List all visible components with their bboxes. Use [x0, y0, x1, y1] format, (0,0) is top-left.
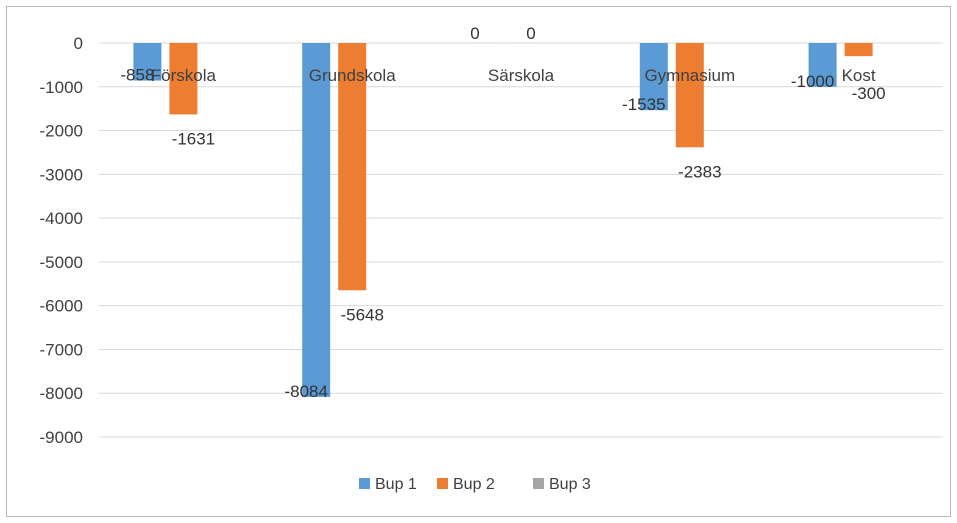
legend: Bup 1 Bup 2 Bup 3 [359, 476, 591, 493]
legend-swatch-bup-2 [437, 478, 448, 489]
y-tick-label: -9000 [40, 428, 83, 447]
bar-bup-1-kost [808, 43, 837, 87]
y-tick-label: -5000 [40, 253, 83, 272]
category-labels: Förskola Grundskola Särskola Gymnasium Kost [151, 66, 876, 85]
gridlines [99, 42, 943, 438]
data-label-bup-2-forskola: -1631 [172, 129, 215, 148]
y-tick-label: -2000 [40, 122, 83, 141]
y-tick-label: 0 [74, 34, 83, 53]
legend-label-bup-2: Bup 2 [453, 476, 495, 493]
data-label-bup-1-grundskola: -8084 [284, 382, 327, 401]
data-label-bup-2-gymnasium: -2383 [678, 162, 721, 181]
y-tick-label: -3000 [40, 165, 83, 184]
bar-bup-2-forskola [169, 43, 198, 115]
bar-bup-2-kost [844, 43, 873, 57]
data-label-bup-2-sarskola: 0 [526, 24, 535, 43]
y-tick-label: -6000 [40, 297, 83, 316]
bar-bup-1-gymnasium [639, 43, 668, 111]
legend-label-bup-1: Bup 1 [375, 476, 417, 493]
bar-bup-2-grundskola [338, 43, 367, 291]
data-label-bup-2-kost: -300 [852, 84, 886, 103]
bar-bup-2-gymnasium [675, 43, 704, 148]
legend-swatch-bup-1 [359, 478, 370, 489]
bars [133, 43, 909, 397]
data-labels: -858 -8084 0 -1535 -1000 -1631 -5648 0 -2383 -300 [120, 24, 885, 401]
category-label-sarskola: Särskola [488, 66, 555, 85]
data-label-bup-1-sarskola: 0 [470, 24, 479, 43]
legend-swatch-bup-3 [533, 478, 544, 489]
chart-frame: 0 -1000 -2000 -3000 -4000 -5000 -6000 -7000 -800… [6, 6, 951, 517]
bar-bup-1-grundskola [302, 43, 331, 397]
y-tick-label: -7000 [40, 340, 83, 359]
category-label-forskola: Förskola [151, 66, 217, 85]
data-label-bup-1-gymnasium: -1535 [622, 95, 665, 114]
y-tick-label: -1000 [40, 78, 83, 97]
category-label-grundskola: Grundskola [309, 66, 396, 85]
category-label-gymnasium: Gymnasium [644, 66, 735, 85]
y-tick-label: -4000 [40, 209, 83, 228]
category-label-kost: Kost [842, 66, 876, 85]
bar-chart: 0-1000-2000-3000-4000-5000-6000-7000-800… [40, 24, 943, 493]
legend-label-bup-3: Bup 3 [549, 476, 591, 493]
data-label-bup-1-forskola: -858 [120, 66, 154, 85]
bar-bup-1-forskola [133, 43, 162, 81]
data-label-bup-2-grundskola: -5648 [340, 305, 383, 324]
y-axis-tick-labels: 0 -1000 -2000 -3000 -4000 -5000 -6000 -7000 -800… [40, 34, 83, 447]
data-label-bup-1-kost: -1000 [791, 72, 834, 91]
y-tick-label: -8000 [40, 384, 83, 403]
